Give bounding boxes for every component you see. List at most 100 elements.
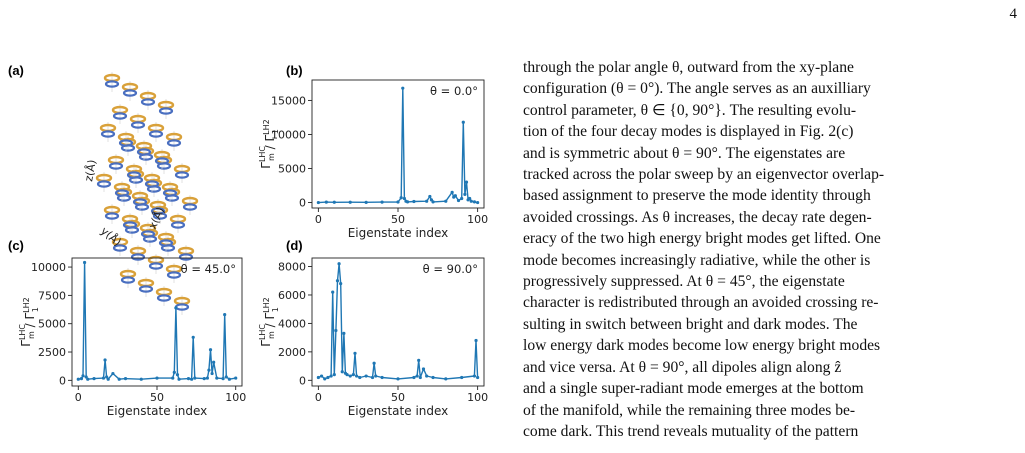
lh2-ring-blue [166, 271, 182, 279]
data-point [326, 375, 330, 380]
theta-annotation: θ = 45.0° [181, 262, 236, 276]
data-point [155, 376, 159, 380]
data-point [331, 290, 335, 294]
y-tick-label: 5000 [38, 318, 66, 331]
data-point [431, 200, 435, 204]
data-point [353, 351, 357, 355]
lh2-ring-blue [178, 253, 194, 261]
data-point [469, 199, 473, 203]
theta-annotation: θ = 0.0° [430, 84, 478, 98]
lh2-ring-blue [150, 207, 166, 215]
body-line: and is symmetric about θ = 90°. The eige… [523, 144, 846, 162]
plot-c: 0 50 100 0 2500 5000 7500 10000 Eigenstate index… [18, 257, 246, 418]
lh2-ring-blue [148, 130, 164, 138]
data-point [76, 377, 80, 381]
series-line [78, 261, 236, 380]
lh2-ring-blue [132, 198, 148, 206]
data-point [444, 377, 448, 381]
lh2-ring-blue [114, 189, 130, 197]
data-point [431, 375, 435, 380]
body-line: control parameter, θ ∈ {0, 90°}. The res… [523, 101, 857, 119]
lh2-ring-blue [170, 221, 186, 229]
data-point [339, 282, 343, 286]
data-point [464, 180, 469, 184]
data-point [476, 375, 480, 380]
body-line: and vice versa. At θ = 90°, all dipoles … [523, 358, 842, 376]
data-point [227, 377, 232, 381]
data-point [332, 373, 336, 377]
y-tick-label: 2000 [278, 346, 306, 359]
data-point [324, 200, 328, 204]
panel-label-a: (a) [8, 63, 24, 78]
panel-label-c: (c) [8, 238, 24, 253]
data-point [402, 196, 406, 201]
data-point [421, 367, 426, 371]
lh2-ring-blue [118, 139, 134, 147]
data-point [425, 374, 429, 378]
y-tick-label: 0 [59, 374, 66, 387]
data-point [106, 377, 110, 381]
lh2-ring-blue [156, 294, 172, 302]
data-point [370, 375, 375, 380]
data-point [224, 375, 228, 379]
body-line: avoided crossings. As θ increases, the d… [523, 208, 872, 226]
data-point [460, 196, 464, 201]
data-point [86, 377, 90, 381]
panel-label-b: (b) [286, 63, 303, 78]
lh2-ring-blue [140, 98, 156, 106]
data-point [468, 196, 472, 201]
data-point [329, 374, 333, 378]
y-tick-label: 5000 [278, 163, 306, 176]
lh2-ring-blue [158, 239, 174, 247]
data-point [364, 200, 368, 204]
lh2-ring-blue [162, 189, 178, 197]
lh2-ring-blue [130, 253, 146, 261]
data-point [396, 377, 400, 381]
data-point [412, 375, 416, 380]
x-tick-label: 50 [391, 391, 405, 404]
lh2-ring-blue [148, 262, 164, 270]
data-point [139, 377, 143, 381]
data-point [412, 199, 416, 204]
series-line [318, 263, 479, 380]
lh2-ring-blue [112, 112, 128, 120]
data-point [207, 368, 211, 372]
data-point [351, 373, 356, 377]
data-point [425, 199, 429, 203]
data-point [444, 199, 448, 203]
body-line: tion of the four decay modes is displaye… [523, 123, 854, 141]
lh2-ring-blue [174, 171, 190, 179]
z-axis-label: z(Å) [82, 159, 99, 183]
data-point [208, 348, 213, 352]
data-point [405, 200, 410, 204]
data-point [175, 373, 180, 377]
data-point [174, 306, 178, 310]
data-point [472, 200, 477, 204]
data-point [316, 200, 320, 205]
data-point [372, 361, 376, 365]
body-text: through the polar angle θ, outward from … [523, 57, 1018, 442]
figure-canvas: (a) z(Å) x(Å) y(Å) (b) 0 50 10005000100001… [8, 63, 488, 418]
x-axis-label: Eigenstate index [107, 404, 208, 418]
lh2-ring-blue [100, 130, 116, 138]
data-point [342, 331, 346, 335]
data-point [337, 262, 341, 266]
data-point [193, 376, 197, 380]
panel-b: (b) 0 50 100 0 5000 10000 15000 Eigenstate inde… [258, 63, 488, 240]
body-line: sulting in switch between bright and dar… [523, 315, 858, 333]
panel-label-d: (d) [286, 238, 303, 253]
lh2-ring-blue [154, 157, 170, 165]
y-tick-label: 0 [299, 374, 306, 387]
data-point [105, 375, 109, 379]
x-tick-label: 100 [467, 391, 488, 404]
data-point [364, 374, 368, 378]
y-tick-label: 0 [299, 197, 306, 210]
data-point [117, 377, 121, 381]
data-point [103, 358, 107, 362]
data-point [348, 374, 352, 378]
lh2-ring-blue [122, 89, 138, 97]
y-axis-label: ΓLHCm / ΓLH21 [18, 297, 40, 346]
data-point [460, 375, 464, 380]
y-tick-label: 2500 [38, 346, 66, 359]
data-point [461, 120, 465, 124]
